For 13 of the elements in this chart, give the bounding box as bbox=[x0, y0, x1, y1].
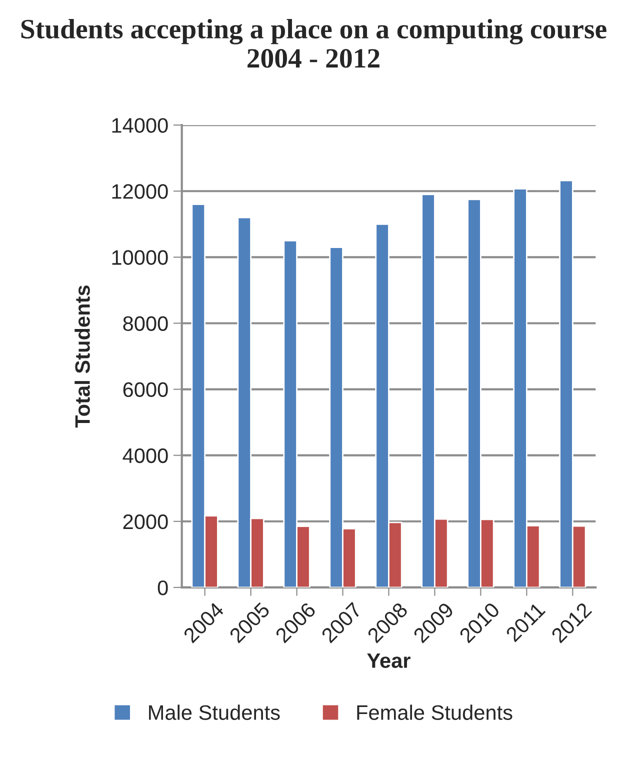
y-tick-label: 2000 bbox=[123, 514, 168, 530]
x-axis-title: Year bbox=[367, 653, 410, 668]
y-axis-title: Total Students bbox=[74, 286, 90, 428]
y-tick-label: 10000 bbox=[112, 250, 168, 265]
chart-title: Students accepting a place on a computing course 2004 - 2012 bbox=[21, 18, 606, 68]
y-tick-label: 12000 bbox=[112, 184, 168, 199]
legend-label: Female Students bbox=[357, 704, 512, 720]
y-tick-label: 8000 bbox=[123, 316, 168, 331]
y-tick-label: 6000 bbox=[123, 382, 168, 398]
legend-label: Male Students bbox=[149, 704, 280, 720]
y-tick-label: 0 bbox=[158, 580, 168, 596]
y-tick-label: 4000 bbox=[122, 448, 168, 464]
y-tick-label: 14000 bbox=[112, 118, 168, 133]
